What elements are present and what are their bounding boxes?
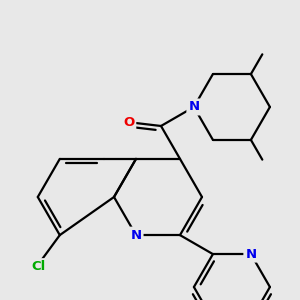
Text: O: O xyxy=(123,116,134,129)
Text: N: N xyxy=(188,100,200,113)
Text: Cl: Cl xyxy=(32,260,46,273)
Text: N: N xyxy=(130,229,142,242)
Text: N: N xyxy=(245,248,256,261)
